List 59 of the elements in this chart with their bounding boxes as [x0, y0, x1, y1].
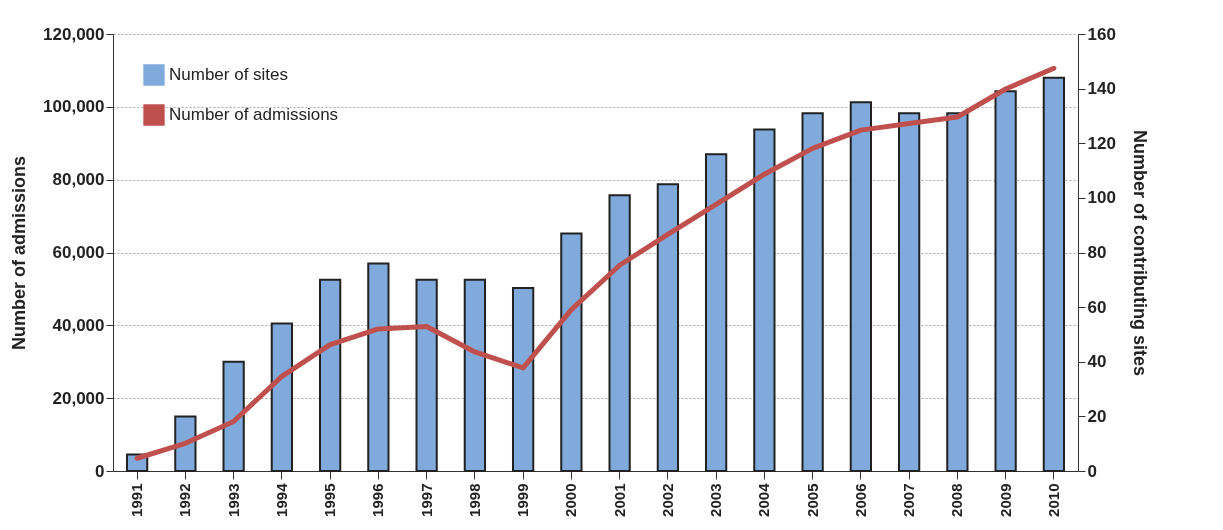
bar — [1042, 76, 1066, 472]
y-tick-label: 100,000 — [43, 97, 105, 117]
bar — [415, 278, 438, 472]
y2-tick-label: 140 — [1087, 79, 1116, 99]
x-tick-label: 2003 — [707, 483, 725, 517]
bar — [704, 153, 728, 472]
y2-tick-label: 40 — [1087, 352, 1107, 372]
bar — [994, 90, 1017, 472]
bar — [897, 112, 921, 472]
y-axis-title: Number of admissions — [9, 155, 30, 351]
bar — [608, 194, 631, 472]
bar — [946, 112, 969, 472]
legend-label: Number of admissions — [169, 105, 339, 124]
y2-tick-label: 60 — [1087, 297, 1107, 317]
x-tick-label: 2010 — [1044, 483, 1062, 517]
bar — [367, 262, 390, 472]
x-tick-label: 2008 — [948, 483, 966, 517]
y2-tick-label: 120 — [1087, 133, 1116, 153]
legend-label: Number of sites — [169, 65, 289, 84]
x-tick-label: 1991 — [128, 483, 146, 517]
x-tick-label: 1993 — [224, 483, 242, 517]
x-tick-label: 2001 — [610, 483, 628, 517]
x-tick-label: 1998 — [465, 483, 483, 517]
y2-tick-label: 20 — [1087, 406, 1107, 426]
y-tick-label: 60,000 — [52, 243, 105, 262]
y-tick-label: 80,000 — [52, 170, 105, 190]
y2-axis-title: Number of contributing sites — [1129, 129, 1150, 377]
bar — [849, 101, 873, 472]
bar — [318, 278, 342, 472]
y2-tick-label: 80 — [1087, 243, 1107, 262]
bar — [270, 322, 294, 472]
x-tick-label: 2002 — [658, 483, 676, 517]
x-tick-label: 1992 — [176, 483, 194, 517]
x-tick-label: 1994 — [272, 482, 290, 517]
x-tick-label: 1995 — [321, 483, 339, 517]
x-tick-label: 1999 — [514, 483, 532, 517]
bar — [560, 232, 583, 472]
x-tick-label: 1996 — [369, 483, 387, 517]
bar — [753, 128, 776, 472]
bar — [174, 415, 197, 472]
y-tick-label: 20,000 — [52, 388, 105, 408]
y-tick-label: 120,000 — [43, 24, 105, 44]
x-tick-label: 2009 — [996, 483, 1014, 517]
x-tick-label: 2006 — [851, 483, 869, 517]
bar — [511, 287, 535, 472]
y-tick-label: 40,000 — [52, 315, 105, 335]
x-tick-label: 2007 — [900, 483, 918, 517]
y-tick-label: 0 — [95, 461, 105, 481]
y2-tick-label: 160 — [1087, 24, 1116, 44]
y2-tick-label: 0 — [1087, 461, 1097, 481]
bar — [222, 360, 245, 472]
x-tick-label: 2004 — [755, 482, 773, 517]
y2-tick-label: 100 — [1087, 188, 1116, 208]
bar — [463, 278, 487, 472]
bar — [801, 112, 824, 472]
x-tick-label: 1997 — [417, 483, 435, 517]
x-tick-label: 2005 — [803, 483, 821, 517]
bar — [656, 183, 680, 472]
x-tick-label: 2000 — [562, 483, 580, 517]
